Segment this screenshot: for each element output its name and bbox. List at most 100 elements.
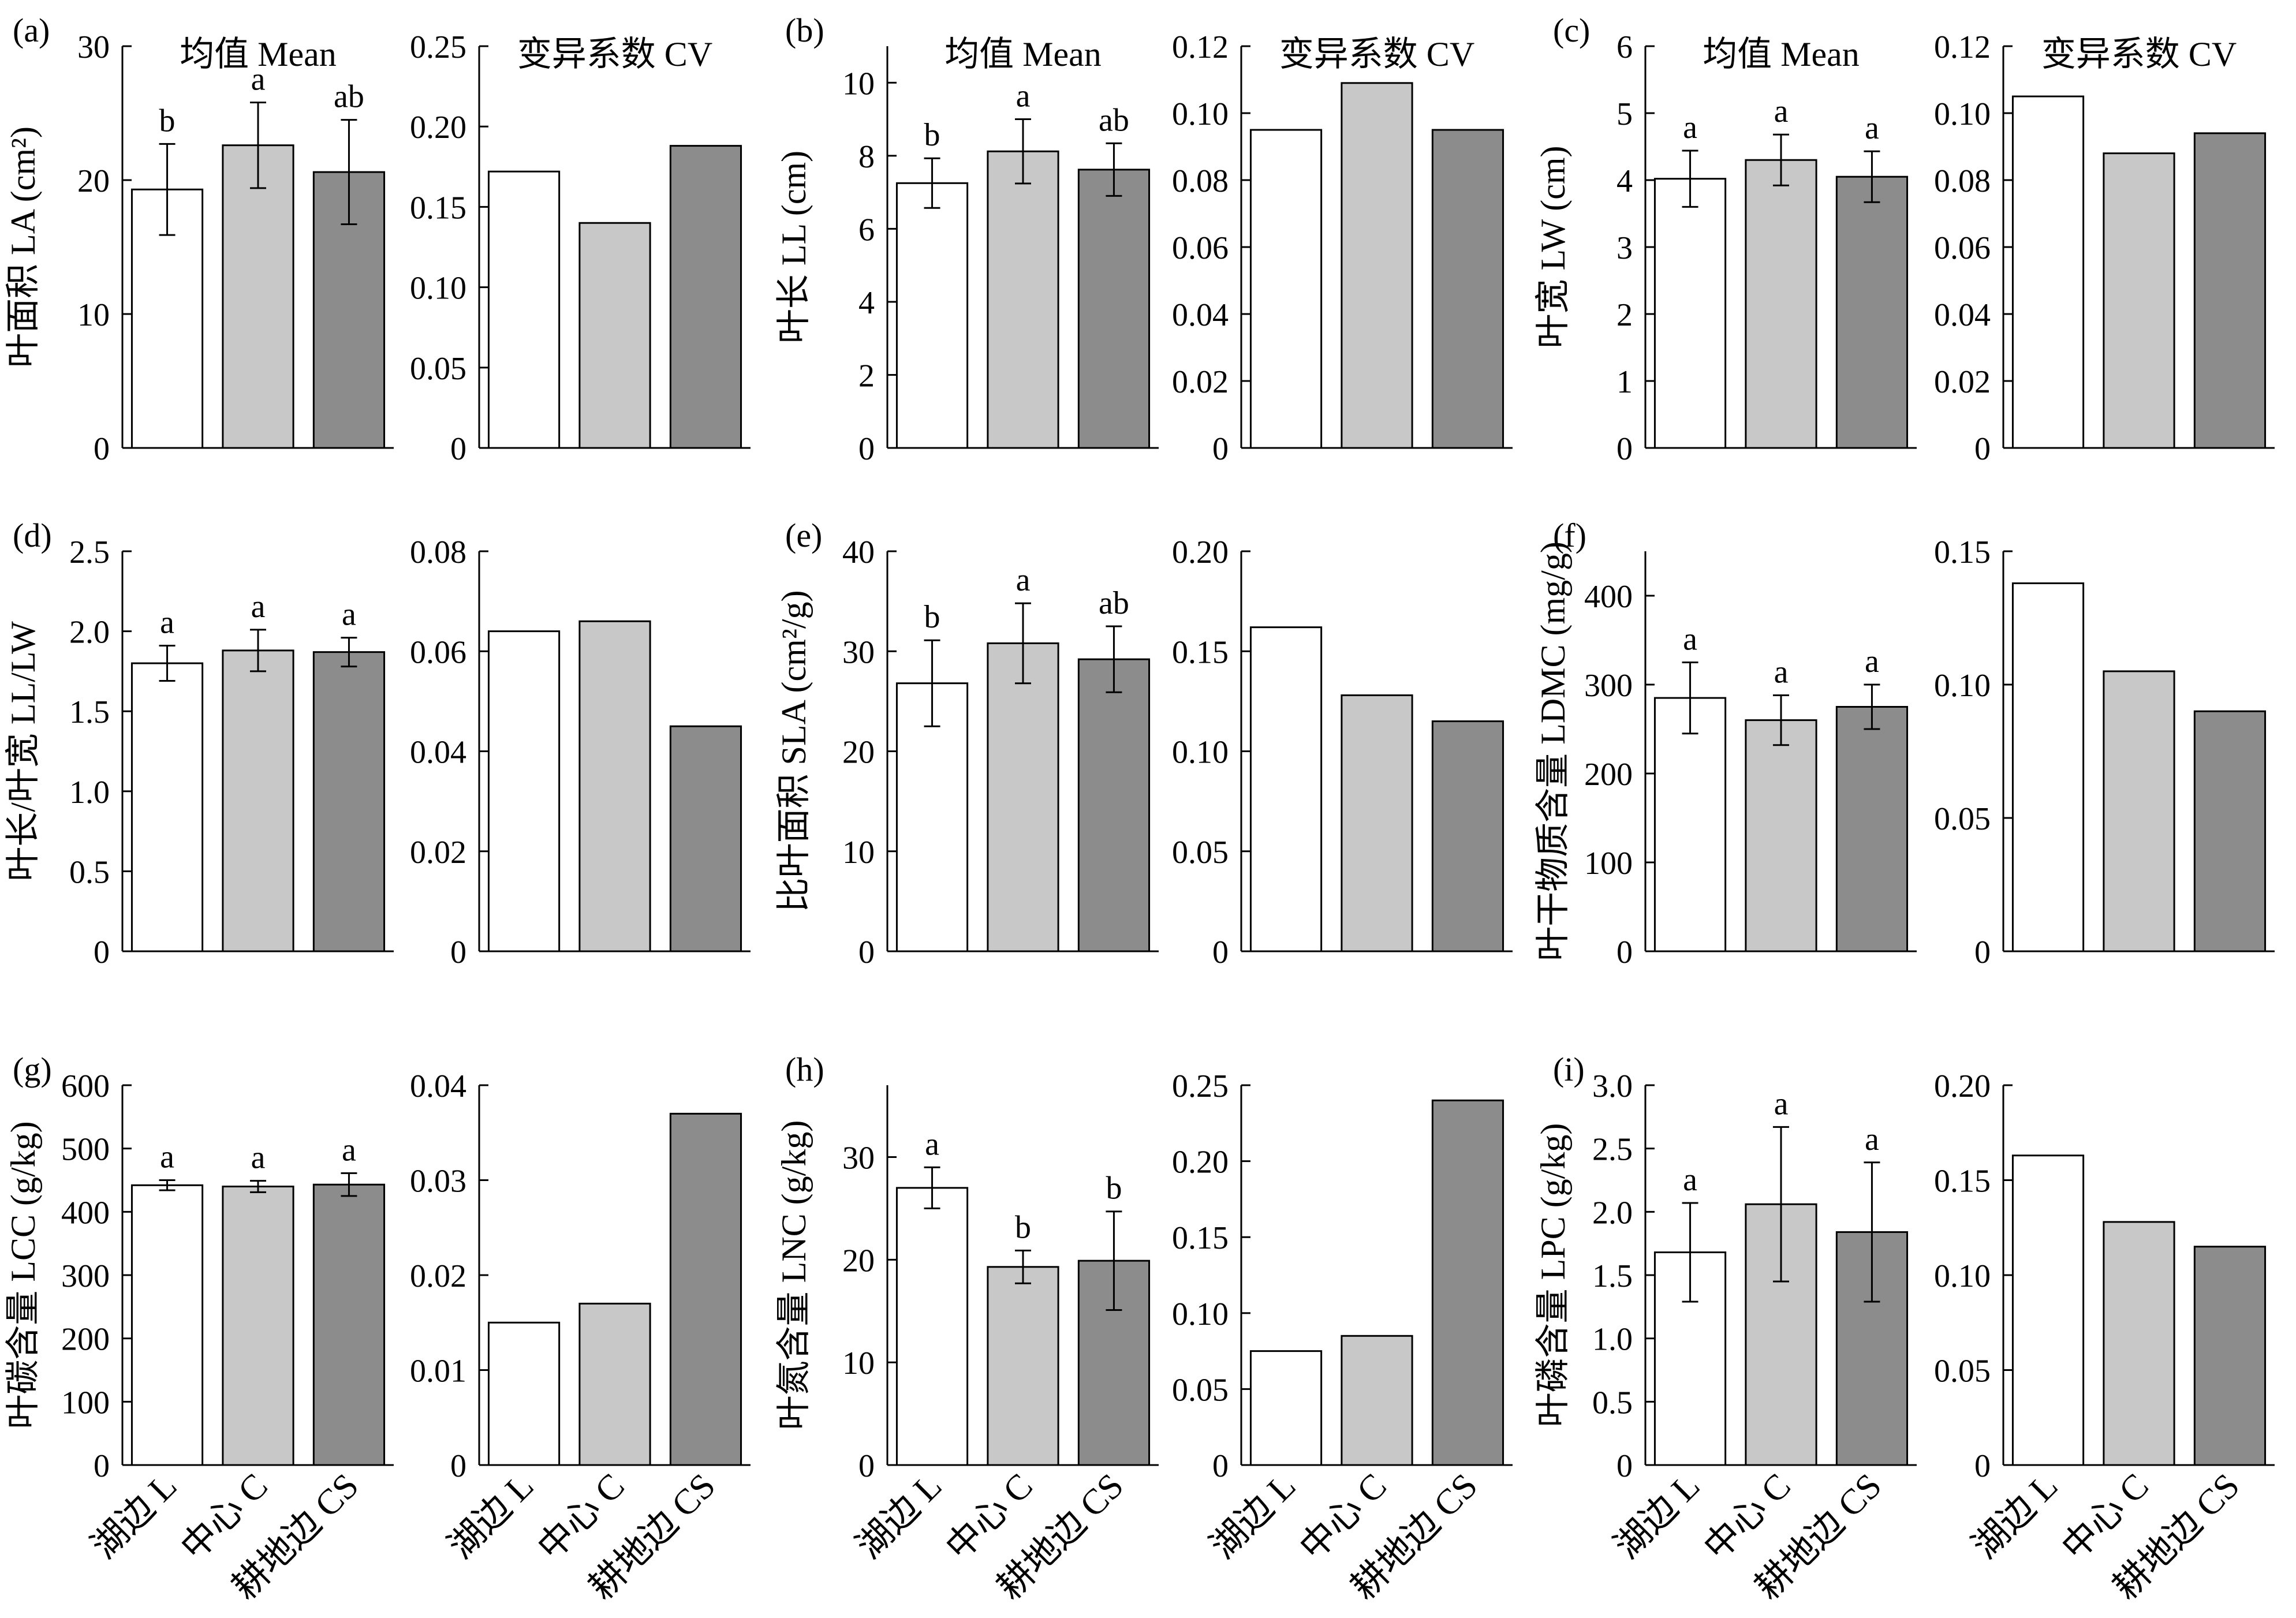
panel-label: (d) — [13, 517, 52, 554]
y-tick-label: 100 — [61, 1385, 110, 1421]
y-tick-label: 500 — [61, 1132, 110, 1168]
y-tick-label: 0 — [858, 1448, 875, 1484]
y-tick-label: 0 — [94, 431, 110, 467]
panel-b: (b) 叶长 LL (cm) 0 2 4 6 8 10 b a ab 均值 Mean 0 0.02 0.04… — [775, 12, 1513, 467]
y-axis-label: 叶长 LL (cm) — [775, 151, 813, 343]
y-tick-label: 0.15 — [1172, 1220, 1229, 1256]
panel-g: (g) 叶碳含量 LCC (g/kg) 0 100 200 300 400 500 600 a a a… — [4, 1051, 751, 1607]
panel-label: (b) — [785, 12, 824, 49]
y-axis-label: 叶面积 LA (cm²) — [4, 126, 42, 368]
y-tick-label: 2.0 — [69, 615, 110, 651]
y-tick-label: 0.06 — [1934, 230, 1991, 266]
bar-mean-L — [130, 662, 204, 952]
bar-mean-C — [222, 1185, 294, 1466]
significance-letter: b — [1015, 1209, 1031, 1245]
bar-cv-L — [2011, 582, 2085, 952]
significance-letter: ab — [1099, 102, 1129, 138]
y-tick-label: 0 — [94, 935, 110, 970]
y-tick-label: 0.10 — [1934, 1258, 1991, 1294]
y-tick-label: 0 — [858, 935, 875, 970]
y-axis-label: 比叶面积 SLA (cm²/g) — [775, 591, 813, 913]
y-axis-label: 叶宽 LW (cm) — [1534, 145, 1572, 348]
significance-letter: a — [342, 597, 356, 633]
y-tick-label: 0.06 — [410, 634, 466, 670]
bar-mean-C — [222, 649, 294, 952]
y-tick-label: 1.5 — [1592, 1258, 1633, 1294]
y-tick-label: 0.03 — [410, 1164, 466, 1200]
panel-i: (i) 叶磷含量 LPC (g/kg) 0 0.5 1.0 1.5 2.0 2.5 3.0 a a a… — [1534, 1051, 2275, 1607]
mean-subplot-title: 均值 Mean — [180, 35, 337, 73]
y-tick-label: 0.10 — [1934, 668, 1991, 704]
mean-subplot-title: 均值 Mean — [1703, 35, 1860, 73]
y-tick-label: 6 — [1616, 29, 1633, 65]
bar-cv-CS — [669, 145, 742, 449]
bar-cv-C — [1341, 1335, 1413, 1466]
bar-cv-CS — [2193, 710, 2267, 952]
y-tick-label: 20 — [77, 163, 110, 199]
y-tick-label: 200 — [61, 1322, 110, 1358]
y-tick-label: 0 — [450, 1448, 466, 1484]
bar-cv-C — [2103, 670, 2175, 952]
y-tick-label: 40 — [842, 535, 875, 570]
y-tick-label: 0.5 — [69, 854, 110, 890]
y-tick-label: 10 — [842, 835, 875, 870]
y-axis-label: 叶长/叶宽 LL/LW — [4, 621, 42, 881]
bar-cv-CS — [669, 725, 742, 952]
y-tick-label: 2.5 — [69, 535, 110, 570]
bar-mean-C — [1745, 159, 1817, 449]
bar-mean-C — [1745, 719, 1817, 952]
y-tick-label: 1.0 — [1592, 1322, 1633, 1358]
y-tick-label: 200 — [1584, 757, 1633, 793]
bar-mean-L — [130, 1184, 204, 1466]
y-tick-label: 1.0 — [69, 775, 110, 810]
y-tick-label: 30 — [842, 1140, 875, 1176]
y-tick-label: 0.20 — [1934, 1068, 1991, 1104]
y-tick-label: 1 — [1616, 364, 1633, 400]
y-tick-label: 0 — [858, 431, 875, 467]
bar-mean-C — [987, 150, 1059, 449]
bar-mean-L — [895, 1187, 969, 1466]
y-tick-label: 0.08 — [1172, 163, 1229, 199]
y-tick-label: 0 — [450, 935, 466, 970]
y-tick-label: 0.20 — [1172, 1145, 1229, 1180]
significance-letter: a — [1774, 654, 1789, 690]
bar-mean-CS — [1835, 175, 1909, 449]
y-tick-label: 2.5 — [1592, 1132, 1633, 1168]
y-tick-label: 0.10 — [1172, 735, 1229, 771]
y-axis-label: 叶氮含量 LNC (g/kg) — [775, 1120, 813, 1430]
y-tick-label: 0 — [1616, 431, 1633, 467]
y-tick-label: 0 — [1212, 431, 1229, 467]
y-tick-label: 0 — [1212, 1448, 1229, 1484]
y-tick-label: 2 — [858, 358, 875, 394]
panel-label: (e) — [785, 517, 822, 554]
panel-label: (a) — [13, 12, 50, 49]
y-tick-label: 0.10 — [1172, 1296, 1229, 1332]
significance-letter: a — [251, 1140, 266, 1176]
y-axis-label: 叶碳含量 LCC (g/kg) — [4, 1121, 42, 1429]
bar-mean-C — [987, 642, 1059, 952]
y-tick-label: 0.25 — [1172, 1068, 1229, 1104]
y-tick-label: 0.10 — [1172, 96, 1229, 132]
y-tick-label: 0.04 — [410, 1068, 466, 1104]
y-axis-label: 叶磷含量 LPC (g/kg) — [1534, 1123, 1572, 1428]
y-tick-label: 0 — [94, 1448, 110, 1484]
significance-letter: a — [1683, 110, 1697, 145]
bar-cv-L — [1249, 1350, 1323, 1466]
bar-cv-C — [1341, 82, 1413, 449]
y-tick-label: 0.20 — [1172, 535, 1229, 570]
y-tick-label: 0.12 — [1934, 29, 1991, 65]
y-tick-label: 400 — [1584, 579, 1633, 615]
y-tick-label: 2 — [1616, 297, 1633, 333]
significance-letter: a — [1016, 79, 1031, 114]
significance-letter: b — [1106, 1171, 1122, 1206]
significance-letter: a — [251, 61, 266, 97]
y-tick-label: 2.0 — [1592, 1195, 1633, 1231]
bar-cv-CS — [2193, 132, 2267, 449]
y-tick-label: 0.05 — [1172, 835, 1229, 870]
bar-cv-L — [487, 630, 561, 952]
y-tick-label: 8 — [858, 139, 875, 175]
y-tick-label: 1.5 — [69, 694, 110, 730]
significance-letter: a — [1016, 562, 1031, 598]
y-tick-label: 0.05 — [1934, 801, 1991, 837]
